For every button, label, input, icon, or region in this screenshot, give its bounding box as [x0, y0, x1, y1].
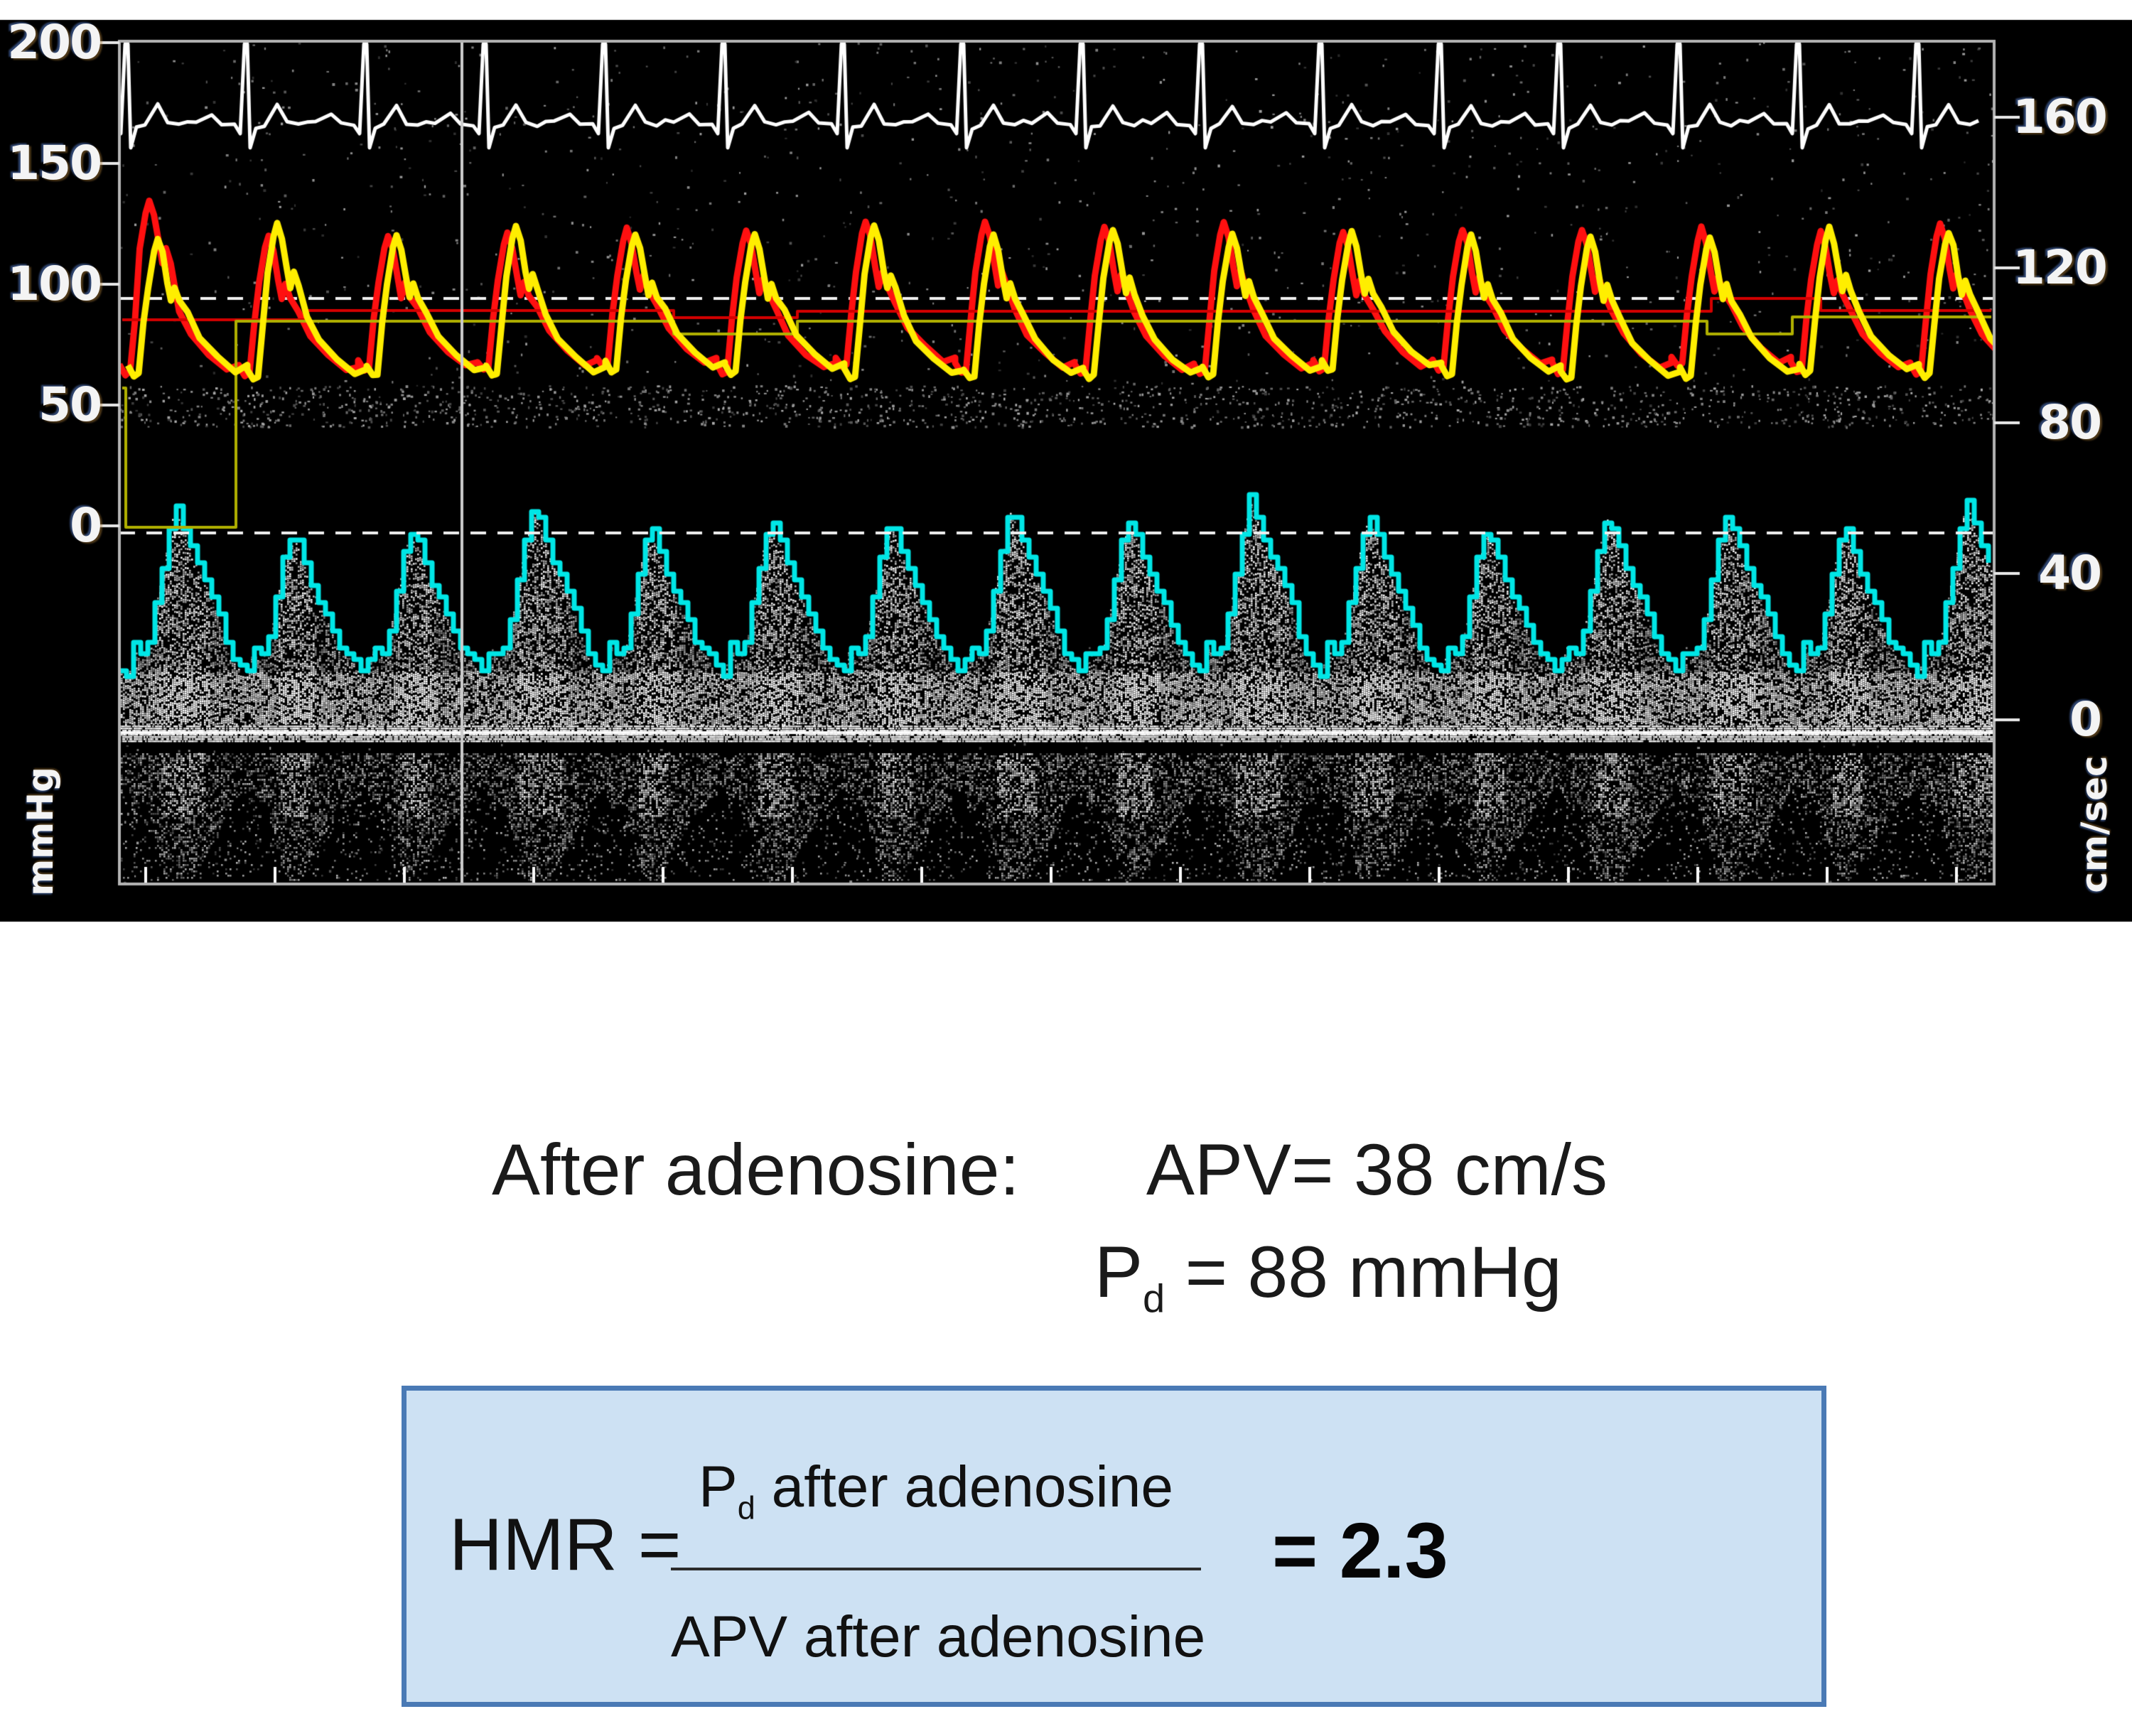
pd-value-line: Pd = 88 mmHg	[1094, 1231, 1562, 1321]
after-adenosine-line: After adenosine: APV= 38 cm/s	[492, 1128, 1608, 1212]
pd-subscript: d	[1143, 1276, 1165, 1321]
pressure-tick-100: 100	[7, 257, 102, 311]
pd-symbol: P	[1094, 1231, 1143, 1312]
hmr-lhs: HMR =	[449, 1504, 682, 1586]
velocity-tick-120: 120	[2013, 240, 2108, 295]
after-adenosine-label: After adenosine:	[492, 1129, 1020, 1210]
velocity-tick-80: 80	[2038, 395, 2102, 450]
hmr-fraction: Pd after adenosine APV after adenosine	[671, 1450, 1206, 1674]
hmr-formula-box: HMR = Pd after adenosine APV after adeno…	[402, 1386, 1826, 1707]
hmr-result: = 2.3	[1272, 1507, 1448, 1595]
pressure-axis-unit-label: mmHg	[20, 767, 61, 896]
fraction-bar	[671, 1568, 1201, 1571]
apv-value: APV= 38 cm/s	[1146, 1129, 1608, 1210]
pressure-tick-50: 50	[38, 377, 102, 432]
pressure-tick-0: 0	[70, 498, 102, 553]
hmr-denominator: APV after adenosine	[671, 1605, 1206, 1670]
velocity-tick-160: 160	[2013, 90, 2108, 144]
velocity-tick-40: 40	[2038, 546, 2102, 600]
pressure-tick-200: 200	[7, 15, 102, 70]
doppler-tracing-canvas	[0, 0, 2132, 924]
pd-value: = 88 mmHg	[1165, 1231, 1562, 1312]
pressure-tick-150: 150	[7, 136, 102, 190]
doppler-pressure-panel: 200 150 100 50 0 160 120 80 40 0 mmHg cm/sec	[0, 0, 2132, 924]
velocity-tick-0: 0	[2069, 692, 2102, 747]
hmr-numerator: Pd after adenosine	[699, 1455, 1173, 1526]
velocity-axis-unit-label: cm/sec	[2074, 755, 2115, 893]
